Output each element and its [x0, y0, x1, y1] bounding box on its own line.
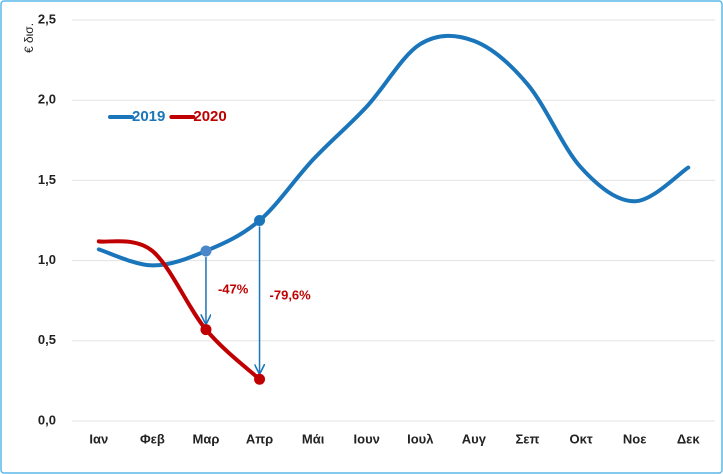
- annotation: -79,6%: [270, 287, 312, 302]
- point: [254, 215, 266, 226]
- x-tick-label: Σεπ: [515, 431, 539, 446]
- y-tick-label: 2,0: [38, 92, 56, 107]
- x-tick-label: Οκτ: [569, 431, 592, 446]
- y-axis-label: € δισ.: [22, 23, 36, 53]
- x-tick-label: Ιουν: [354, 431, 380, 446]
- y-tick-label: 1,5: [38, 172, 56, 187]
- x-tick-label: Αυγ: [462, 431, 487, 446]
- x-tick-label: Φεβ: [140, 431, 165, 446]
- point: [200, 245, 212, 257]
- x-tick-label: Νοε: [623, 431, 647, 446]
- point: [254, 373, 266, 385]
- x-tick-label: Απρ: [246, 431, 273, 446]
- annotation: -47%: [218, 282, 249, 297]
- y-tick-label: 1,0: [38, 252, 56, 267]
- point: [200, 324, 212, 336]
- x-tick-label: Δεκ: [677, 431, 701, 446]
- y-tick-label: 2,5: [38, 11, 56, 26]
- x-tick-label: Μαρ: [193, 431, 220, 446]
- legend-label: 2019: [132, 108, 165, 125]
- x-tick-label: Ιουλ: [407, 431, 434, 446]
- x-tick-label: Μάι: [302, 431, 325, 446]
- series-line: [96, 239, 262, 382]
- y-tick-label: 0,0: [38, 412, 56, 427]
- x-tick-label: Ιαν: [89, 431, 108, 446]
- y-tick-label: 0,5: [38, 332, 56, 347]
- legend-label: 2020: [193, 108, 226, 125]
